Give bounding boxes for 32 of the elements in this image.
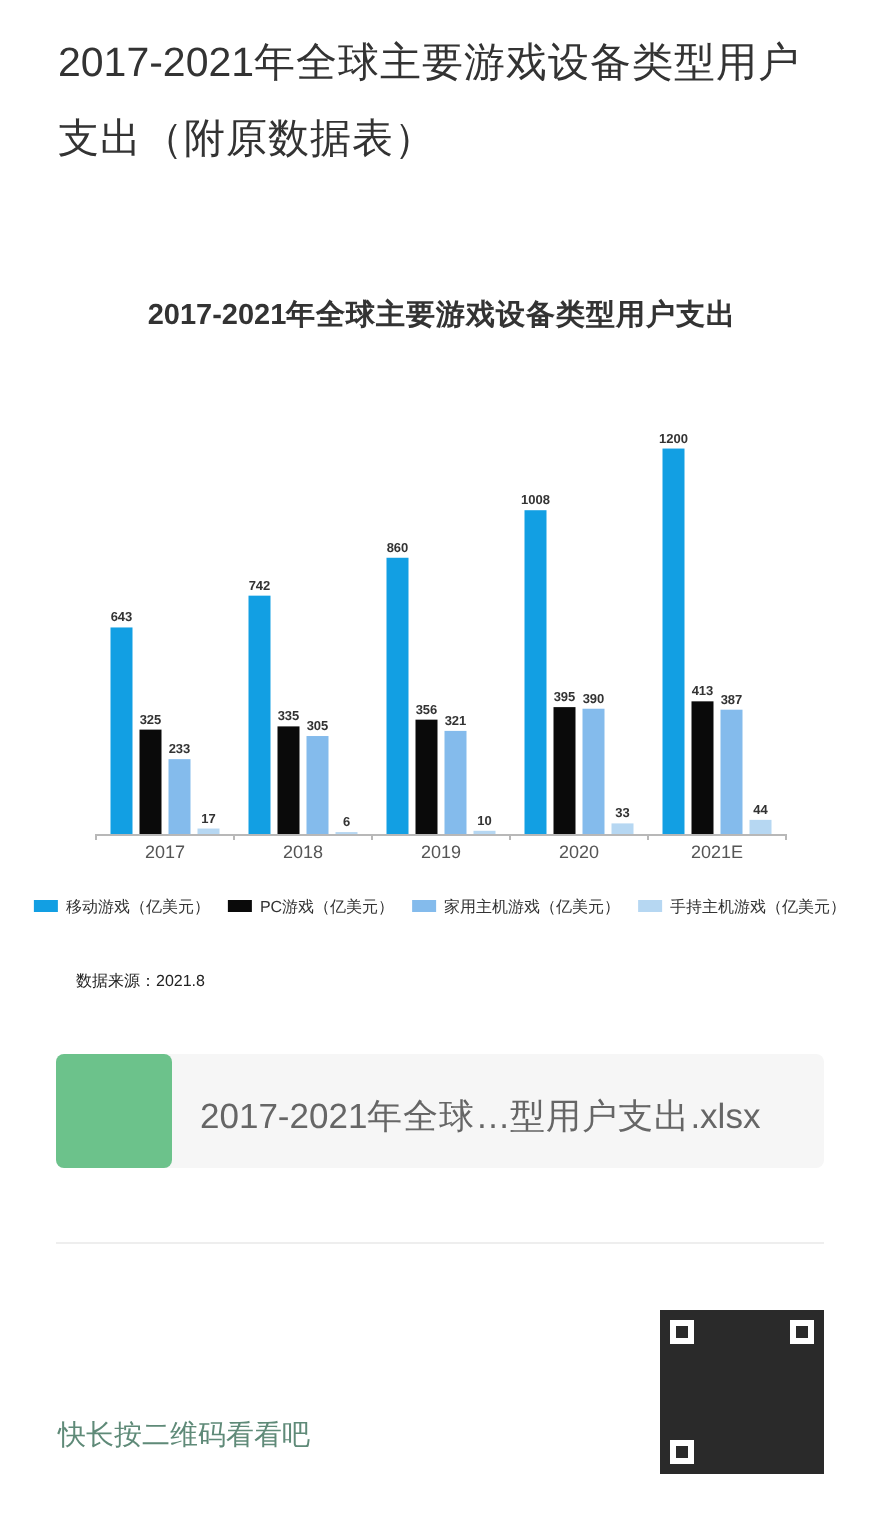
bar — [168, 759, 191, 834]
bar — [110, 627, 133, 834]
bar — [611, 823, 634, 834]
x-tick-label: 2020 — [558, 842, 600, 862]
bar — [386, 557, 409, 834]
bar — [582, 708, 605, 834]
legend-label: 手持主机游戏（亿美元） — [670, 898, 847, 916]
legend-label: 移动游戏（亿美元） — [65, 898, 210, 916]
bar — [553, 707, 576, 834]
legend-label: 家用主机游戏（亿美元） — [444, 898, 621, 916]
bar — [444, 730, 467, 834]
bar — [415, 719, 438, 834]
x-tick-label: 2017 — [144, 842, 186, 862]
bar — [662, 448, 685, 834]
source-note: 数据来源：2021.8 — [76, 972, 207, 990]
legend-label: PC游戏（亿美元） — [259, 898, 395, 916]
bar — [277, 726, 300, 834]
bar — [306, 736, 329, 834]
bar — [139, 729, 162, 834]
bar — [720, 709, 743, 834]
chart-subtitle: 2017-2021年全球主要游戏设备类型用户支出 — [147, 296, 737, 332]
x-tick-label: 2021E — [690, 842, 744, 862]
text: 快长按二维码看看吧 — [56, 1418, 310, 1450]
bar — [691, 701, 714, 834]
bar — [197, 828, 220, 834]
chart-title: 2017-2021年全球主要游戏设备类型用户支出（附原数据表） — [58, 38, 802, 166]
text: 2017-2021年全球…型用户支出.xlsx — [200, 1096, 761, 1136]
bar — [248, 595, 271, 834]
x-tick-label: 2018 — [282, 842, 324, 862]
x-tick-label: 2019 — [420, 842, 462, 862]
bar — [749, 819, 772, 834]
bar — [524, 510, 547, 834]
